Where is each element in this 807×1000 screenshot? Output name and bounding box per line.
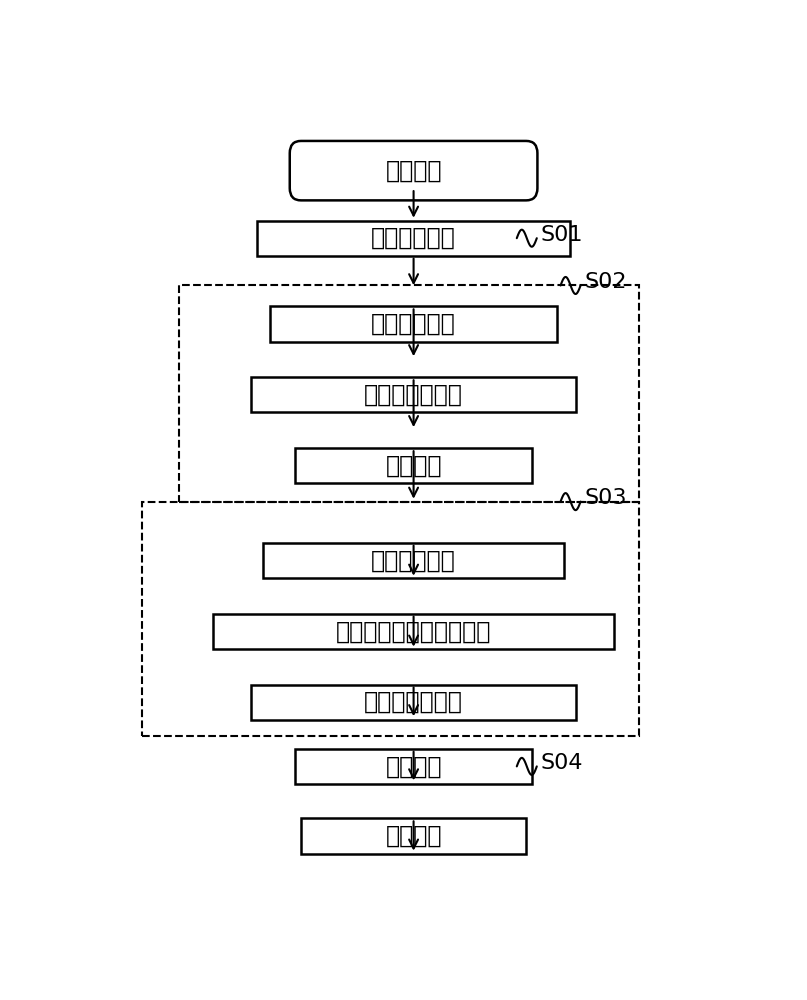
Bar — [141, 502, 639, 736]
Bar — [295, 448, 533, 483]
Text: 试验开始: 试验开始 — [385, 159, 442, 183]
Text: S03: S03 — [584, 488, 627, 508]
Text: S01: S01 — [541, 225, 583, 245]
Bar — [301, 818, 526, 854]
Bar — [295, 749, 533, 784]
FancyBboxPatch shape — [290, 141, 537, 200]
Text: 试验结束: 试验结束 — [385, 824, 442, 848]
Text: 数据测量的开始: 数据测量的开始 — [364, 383, 463, 407]
Bar — [251, 685, 576, 720]
Bar — [270, 306, 558, 342]
Bar — [257, 221, 570, 256]
Bar — [213, 614, 614, 649]
Bar — [251, 377, 576, 412]
Text: 与基准体的温度数据比较: 与基准体的温度数据比较 — [336, 619, 491, 643]
Text: 热稳定性定量化: 热稳定性定量化 — [364, 690, 463, 714]
Text: 温度数据收集: 温度数据收集 — [371, 548, 456, 572]
Bar — [179, 285, 639, 502]
Text: 加热条件设定: 加热条件设定 — [371, 312, 456, 336]
Text: 加热结束: 加热结束 — [385, 754, 442, 778]
Text: S02: S02 — [584, 272, 627, 292]
Text: 基本数据测定: 基本数据测定 — [371, 226, 456, 250]
Text: S04: S04 — [541, 753, 583, 773]
Text: 加热开始: 加热开始 — [385, 454, 442, 478]
Bar — [263, 543, 563, 578]
